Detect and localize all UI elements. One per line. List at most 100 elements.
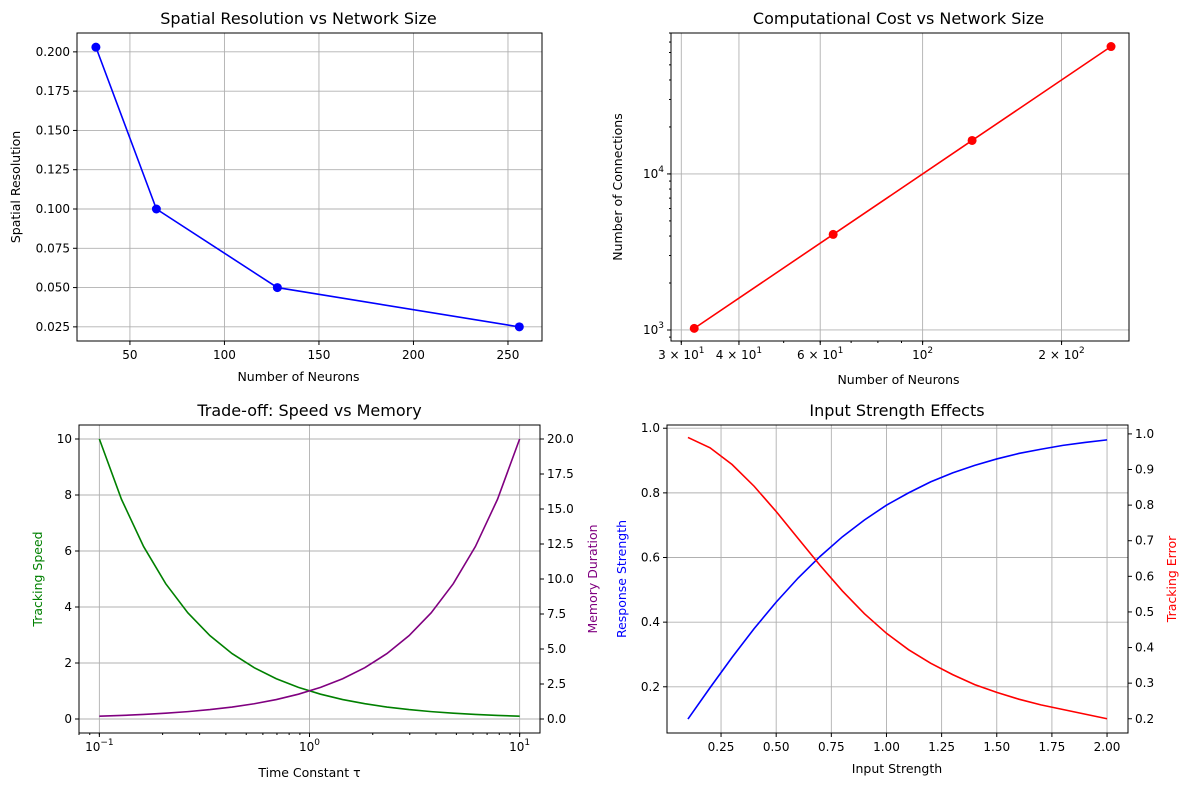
y-tick-label: 6 xyxy=(64,544,72,558)
y-tick-label: 0.125 xyxy=(36,163,70,177)
x-tick-label: 102 xyxy=(912,346,933,362)
x-tick-label: 10−1 xyxy=(85,738,114,754)
data-point xyxy=(91,42,101,52)
chart-marks: 50 100 150 200 2500.0250.0500.0750.1000.1250… xyxy=(36,32,1154,754)
right-y-tick-label: 0.8 xyxy=(1135,498,1154,512)
data-point xyxy=(689,323,699,333)
x-axis-label: Input Strength xyxy=(852,761,942,776)
y-tick-label: 0.175 xyxy=(36,84,70,98)
y-tick-label: 0.8 xyxy=(641,486,660,500)
right-y-axis-label: Memory Duration xyxy=(585,524,600,633)
chart-speed-vs-memory: Trade-off: Speed vs Memory Time Constant… xyxy=(30,401,600,780)
x-tick-label: 100 xyxy=(213,348,236,362)
plot-area-2: 3 × 101 4 × 101 6 × 101 102 2 × 102 103 104 xyxy=(643,32,1130,362)
plot-area-1: 50 100 150 200 250 0.025 0.050 0.075 0.100 0.125 0… xyxy=(36,32,543,362)
y-tick-label: 1.0 xyxy=(641,421,660,435)
chart-title: Spatial Resolution vs Network Size xyxy=(160,9,436,28)
right-y-tick-label: 0.5 xyxy=(1135,605,1154,619)
x-tick-label: 1.25 xyxy=(928,740,955,754)
x-tick-label: 0.75 xyxy=(818,740,845,754)
x-tick-label: 1.50 xyxy=(983,740,1010,754)
y-axis-label: Number of Connections xyxy=(610,113,625,260)
chart-computational-cost: Computational Cost vs Network Size Numbe… xyxy=(610,9,1044,387)
right-y-tick-label: 17.5 xyxy=(547,467,574,481)
y-tick-label: 0.050 xyxy=(36,281,70,295)
x-axis-label: Number of Neurons xyxy=(237,369,359,384)
series-line-1 xyxy=(693,45,1112,330)
x-tick-label: 0.25 xyxy=(708,740,735,754)
y-tick-label: 0.200 xyxy=(36,45,70,59)
right-y-tick-label: 0.0 xyxy=(547,712,566,726)
data-point xyxy=(151,204,161,214)
y-tick-label: 10 xyxy=(57,432,72,446)
x-tick-label: 150 xyxy=(307,348,330,362)
chart-title: Computational Cost vs Network Size xyxy=(753,9,1044,28)
x-tick-label: 4 × 101 xyxy=(716,346,762,362)
right-y-tick-label: 1.0 xyxy=(1135,427,1154,441)
series-line-2 xyxy=(687,436,1108,720)
series-line-2 xyxy=(99,438,521,717)
chart-title: Input Strength Effects xyxy=(809,401,984,420)
y-tick-label: 0.100 xyxy=(36,202,70,216)
right-y-tick-label: 0.4 xyxy=(1135,641,1154,655)
y-tick-label: 104 xyxy=(643,165,664,181)
x-tick-label: 0.50 xyxy=(763,740,790,754)
right-y-axis-label: Tracking Error xyxy=(1164,535,1179,623)
series-line-1 xyxy=(687,439,1108,720)
x-tick-label: 200 xyxy=(402,348,425,362)
right-y-tick-label: 0.7 xyxy=(1135,534,1154,548)
data-point xyxy=(967,135,977,145)
right-y-tick-label: 0.3 xyxy=(1135,676,1154,690)
plot-area-3: 10−1 100 101 0 2 4 6 8 10 0.0 2.5 5.0 7.5 10.0 12.5 15.… xyxy=(57,424,574,754)
y-tick-label: 8 xyxy=(64,488,72,502)
right-y-tick-label: 7.5 xyxy=(547,607,566,621)
data-point xyxy=(828,229,838,239)
plot-area-4: 0.25 0.50 0.75 1.00 1.25 1.50 1.75 2.00 0.2 0.4 0.… xyxy=(641,421,1154,754)
x-tick-label: 50 xyxy=(122,348,137,362)
right-y-tick-label: 0.6 xyxy=(1135,569,1154,583)
y-tick-label: 0.4 xyxy=(641,615,660,629)
axes-frame xyxy=(670,32,1130,342)
x-tick-label: 1.75 xyxy=(1039,740,1066,754)
right-y-tick-label: 2.5 xyxy=(547,677,566,691)
right-y-tick-label: 5.0 xyxy=(547,642,566,656)
y-tick-label: 0.150 xyxy=(36,123,70,137)
y-tick-label: 0.2 xyxy=(641,680,660,694)
y-tick-label: 0.025 xyxy=(36,320,70,334)
x-axis-label: Time Constant τ xyxy=(257,765,360,780)
right-y-tick-label: 0.2 xyxy=(1135,712,1154,726)
right-y-tick-label: 0.9 xyxy=(1135,463,1154,477)
x-tick-label: 6 × 101 xyxy=(797,346,843,362)
data-point xyxy=(1106,42,1116,52)
x-tick-label: 250 xyxy=(497,348,520,362)
y-tick-label: 0.075 xyxy=(36,241,70,255)
x-tick-label: 1.00 xyxy=(873,740,900,754)
x-tick-label: 101 xyxy=(509,738,530,754)
right-y-tick-label: 20.0 xyxy=(547,432,574,446)
y-axis-label: Spatial Resolution xyxy=(8,131,23,243)
left-y-axis-label: Tracking Speed xyxy=(30,531,45,627)
series-line-1 xyxy=(95,46,520,328)
chart-input-strength: Input Strength Effects Input Strength Re… xyxy=(614,401,1179,776)
y-tick-label: 0 xyxy=(64,712,72,726)
axes-frame xyxy=(76,32,543,342)
x-tick-label: 3 × 101 xyxy=(658,346,704,362)
y-tick-label: 0.6 xyxy=(641,551,660,565)
chart-title: Trade-off: Speed vs Memory xyxy=(196,401,421,420)
x-axis-label: Number of Neurons xyxy=(837,372,959,387)
x-tick-label: 2.00 xyxy=(1094,740,1121,754)
data-point xyxy=(514,322,524,332)
chart-spatial-resolution: Spatial Resolution vs Network Size Numbe… xyxy=(8,9,437,384)
axes-frame xyxy=(666,424,1129,734)
y-tick-label: 103 xyxy=(643,321,664,337)
right-y-tick-label: 12.5 xyxy=(547,537,574,551)
y-tick-label: 2 xyxy=(64,656,72,670)
right-y-tick-label: 15.0 xyxy=(547,502,574,516)
left-y-axis-label: Response Strength xyxy=(614,520,629,638)
y-tick-label: 4 xyxy=(64,600,72,614)
x-tick-label: 100 xyxy=(299,738,320,754)
data-point xyxy=(272,283,282,293)
x-tick-label: 2 × 102 xyxy=(1038,346,1084,362)
right-y-tick-label: 10.0 xyxy=(547,572,574,586)
